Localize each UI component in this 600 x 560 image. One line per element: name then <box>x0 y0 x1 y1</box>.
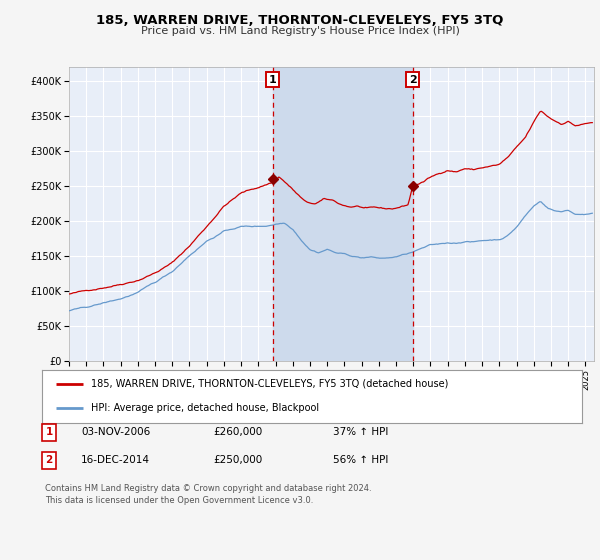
Text: 185, WARREN DRIVE, THORNTON-CLEVELEYS, FY5 3TQ: 185, WARREN DRIVE, THORNTON-CLEVELEYS, F… <box>97 14 503 27</box>
Text: 16-DEC-2014: 16-DEC-2014 <box>81 455 150 465</box>
Text: 03-NOV-2006: 03-NOV-2006 <box>81 427 150 437</box>
Text: £260,000: £260,000 <box>213 427 262 437</box>
Text: 37% ↑ HPI: 37% ↑ HPI <box>333 427 388 437</box>
Text: £250,000: £250,000 <box>213 455 262 465</box>
Bar <box>273 67 413 361</box>
Text: HPI: Average price, detached house, Blackpool: HPI: Average price, detached house, Blac… <box>91 403 319 413</box>
Text: Price paid vs. HM Land Registry's House Price Index (HPI): Price paid vs. HM Land Registry's House … <box>140 26 460 36</box>
Text: 2: 2 <box>46 455 53 465</box>
Text: 2: 2 <box>409 74 416 85</box>
Text: 56% ↑ HPI: 56% ↑ HPI <box>333 455 388 465</box>
Text: 1: 1 <box>269 74 277 85</box>
Text: 1: 1 <box>46 427 53 437</box>
Text: Contains HM Land Registry data © Crown copyright and database right 2024.
This d: Contains HM Land Registry data © Crown c… <box>45 484 371 505</box>
Text: 185, WARREN DRIVE, THORNTON-CLEVELEYS, FY5 3TQ (detached house): 185, WARREN DRIVE, THORNTON-CLEVELEYS, F… <box>91 379 448 389</box>
